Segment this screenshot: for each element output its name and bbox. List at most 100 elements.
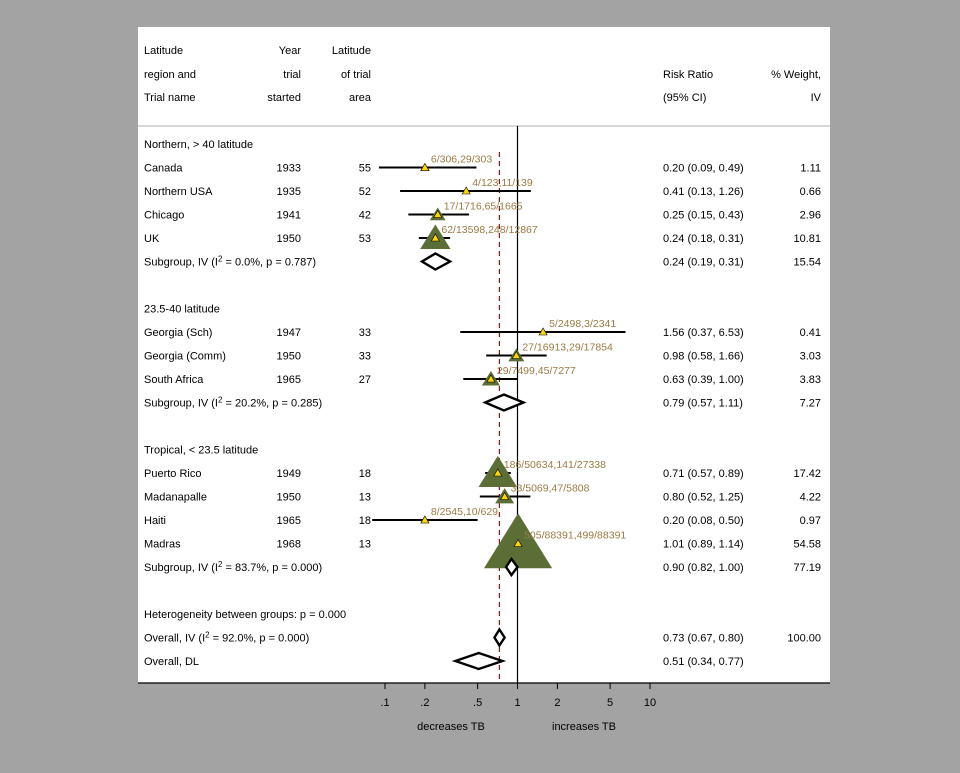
point-estimate: [538, 327, 548, 336]
point-estimate: [430, 233, 440, 242]
pooled-diamond: [419, 252, 453, 271]
study-weight: 3.03: [800, 351, 821, 363]
study-name: Haiti: [144, 515, 166, 527]
study-risk-ratio: 1.56 (0.37, 6.53): [663, 327, 744, 339]
point-estimate: [493, 468, 503, 477]
study-weight: 2.96: [800, 210, 821, 222]
pooled-label-rest: = 92.0%, p = 0.000): [210, 633, 310, 645]
header-col2-line: started: [267, 92, 301, 104]
x-tick-label: 2: [554, 697, 560, 709]
pooled-diamond: [504, 556, 520, 578]
header-col4-line: Risk Ratio: [663, 69, 713, 81]
study-risk-ratio: 0.41 (0.13, 1.26): [663, 186, 744, 198]
x-axis-right-label: increases TB: [552, 721, 616, 733]
study-latitude: 13: [359, 492, 371, 504]
chart-marks: 6/306,29/303 4/123,11/139 17/1716,65/1665 6…: [372, 154, 626, 671]
study-weight: 0.66: [800, 186, 821, 198]
pooled-label: Overall, IV (I2 = 92.0%, p = 0.000): [144, 631, 309, 645]
pooled-label: Subgroup, IV (I2 = 83.7%, p = 0.000): [144, 560, 322, 574]
event-counts-label: 62/13598,248/12867: [441, 224, 538, 236]
event-counts-label: 8/2545,10/629: [431, 506, 498, 518]
study-latitude: 33: [359, 327, 371, 339]
pooled-weight: 7.27: [800, 398, 821, 410]
event-counts-label: 29/7499,45/7277: [497, 365, 576, 377]
study-name: Georgia (Comm): [144, 351, 226, 363]
point-estimate: [461, 186, 471, 195]
header-col5-line: % Weight,: [771, 69, 821, 81]
x-tick-label: 5: [607, 697, 613, 709]
pooled-label-rest: = 83.7%, p = 0.000): [222, 562, 322, 574]
x-tick-label: .5: [473, 697, 482, 709]
pooled-label-superscript: 2: [218, 255, 223, 264]
point-estimate: [486, 374, 496, 383]
header-col4-line: (95% CI): [663, 92, 706, 104]
header-col3-line: area: [349, 92, 372, 104]
pooled-risk-ratio: 0.79 (0.57, 1.11): [663, 398, 743, 410]
study-year: 1947: [277, 327, 301, 339]
pooled-label-main: Subgroup, IV (I: [144, 398, 218, 410]
study-latitude: 27: [359, 374, 371, 386]
study-latitude: 33: [359, 351, 371, 363]
study-risk-ratio: 0.80 (0.52, 1.25): [663, 492, 744, 504]
pooled-weight: 77.19: [793, 562, 821, 574]
study-name: South Africa: [144, 374, 204, 386]
study-year: 1941: [277, 210, 301, 222]
x-tick-label: 10: [644, 697, 656, 709]
pooled-label-main: Subgroup, IV (I: [144, 562, 218, 574]
study-risk-ratio: 0.25 (0.15, 0.43): [663, 210, 744, 222]
x-tick-label: 1: [514, 697, 520, 709]
study-name: Chicago: [144, 210, 184, 222]
study-weight: 0.97: [800, 515, 821, 527]
group-label: Northern, > 40 latitude: [144, 139, 253, 151]
study-latitude: 52: [359, 186, 371, 198]
event-counts-label: 33/5069,47/5808: [511, 483, 590, 495]
header-col3-line: of trial: [341, 69, 371, 81]
study-year: 1935: [277, 186, 301, 198]
x-tick-label: .1: [380, 697, 389, 709]
pooled-diamond: [493, 627, 507, 648]
header-col1-line: region and: [144, 69, 196, 81]
pooled-label-rest: = 20.2%, p = 0.285): [222, 398, 322, 410]
study-risk-ratio: 0.98 (0.58, 1.66): [663, 351, 744, 363]
study-year: 1950: [277, 492, 301, 504]
point-estimate: [420, 515, 430, 524]
study-weight: 4.22: [800, 492, 821, 504]
event-counts-label: 186/50634,141/27338: [504, 459, 606, 471]
point-estimate: [433, 209, 443, 218]
x-tick-label: .2: [420, 697, 429, 709]
study-year: 1965: [277, 515, 301, 527]
header-col1-line: Latitude: [144, 45, 183, 57]
pooled-label-main: Overall, IV (I: [144, 633, 205, 645]
study-weight: 1.11: [800, 163, 821, 175]
study-weight: 3.83: [800, 374, 821, 386]
pooled-risk-ratio: 0.24 (0.19, 0.31): [663, 257, 744, 269]
study-latitude: 13: [359, 539, 371, 551]
pooled-diamond: [482, 393, 527, 412]
group-label: Tropical, < 23.5 latitude: [144, 445, 258, 457]
study-latitude: 18: [359, 515, 371, 527]
pooled-label-superscript: 2: [218, 560, 223, 569]
pooled-label-rest: = 0.0%, p = 0.787): [222, 257, 316, 269]
study-latitude: 42: [359, 210, 371, 222]
study-name: Northern USA: [144, 186, 213, 198]
study-name: Georgia (Sch): [144, 327, 212, 339]
event-counts-label: 505/88391,499/88391: [524, 530, 626, 542]
study-name: Madanapalle: [144, 492, 207, 504]
header-col2-line: Year: [279, 45, 302, 57]
study-risk-ratio: 0.71 (0.57, 0.89): [663, 468, 744, 480]
pooled-risk-ratio: 0.90 (0.82, 1.00): [663, 562, 744, 574]
study-risk-ratio: 0.24 (0.18, 0.31): [663, 233, 744, 245]
study-latitude: 55: [359, 163, 371, 175]
pooled-risk-ratio: 0.51 (0.34, 0.77): [663, 656, 744, 668]
pooled-label-main: Overall, DL: [144, 656, 199, 668]
event-counts-label: 27/16913,29/17854: [522, 342, 613, 354]
study-risk-ratio: 0.63 (0.39, 1.00): [663, 374, 744, 386]
study-risk-ratio: 1.01 (0.89, 1.14): [663, 539, 744, 551]
pooled-weight: 100.00: [787, 633, 821, 645]
pooled-label-superscript: 2: [205, 631, 210, 640]
x-axis-ticks: .1 .2 .5 1 2 5 10 decreases TB increases TB: [380, 683, 656, 733]
study-year: 1949: [277, 468, 301, 480]
point-estimate: [511, 350, 521, 359]
